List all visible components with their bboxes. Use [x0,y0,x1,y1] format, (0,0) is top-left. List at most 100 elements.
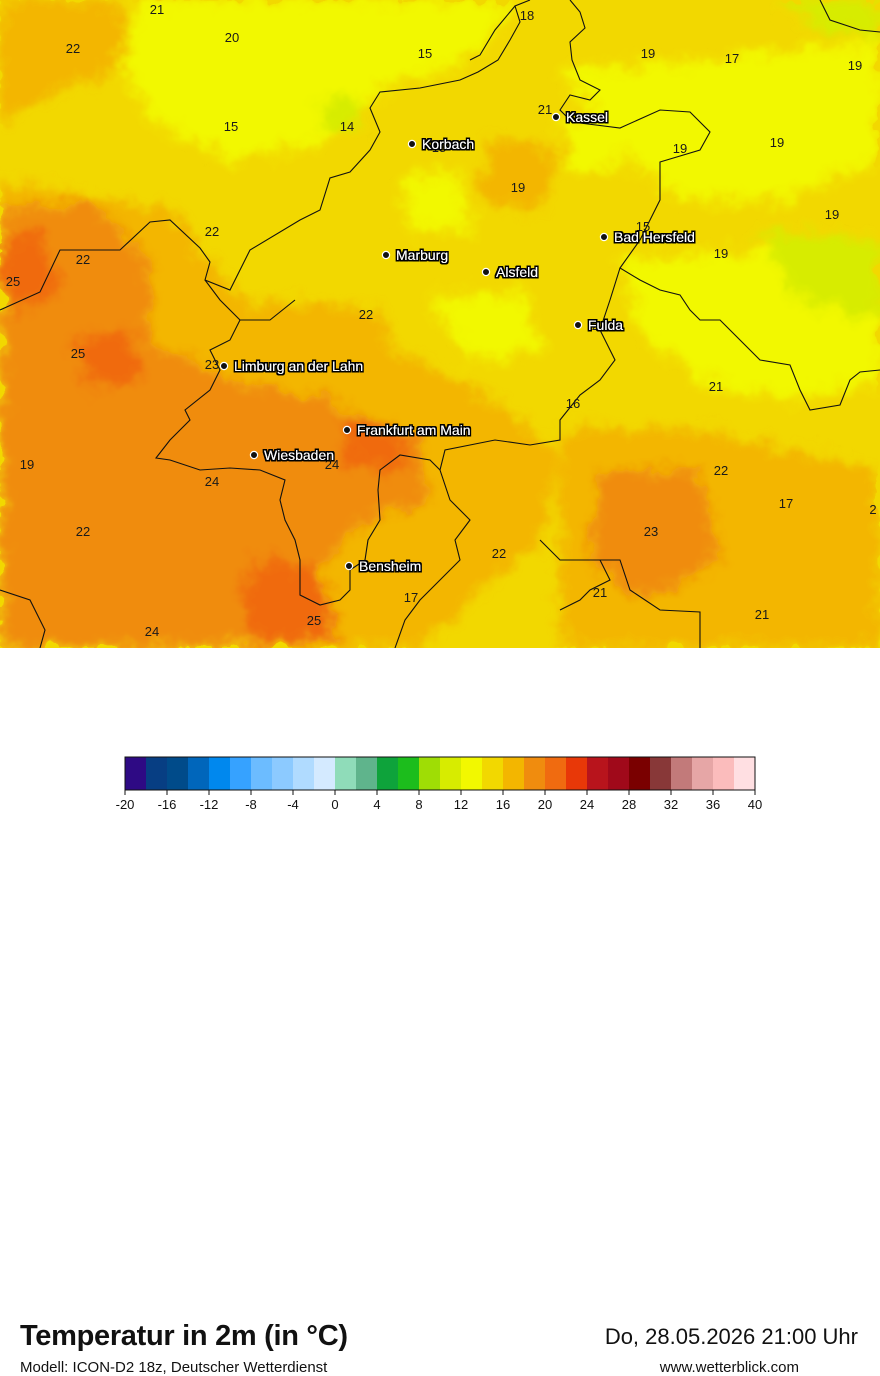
city-wiesbaden: Wiesbaden [249,447,334,463]
temperature-value-label: 24 [205,474,219,489]
city-label: Alsfeld [496,264,538,280]
legend-swatch [230,757,252,790]
legend-swatch [608,757,630,790]
temperature-value-label: 17 [779,496,793,511]
legend-swatch [524,757,546,790]
map-title: Temperatur in 2m (in °C) [20,1320,348,1352]
legend-tick-label: 8 [415,797,422,812]
legend-swatch [566,757,588,790]
city-fulda: Fulda [573,317,623,333]
legend-swatch [398,757,420,790]
city-dot-icon [249,450,259,460]
legend-swatch [272,757,294,790]
legend-swatches [124,756,756,791]
temperature-value-label: 23 [644,524,658,539]
legend-swatch [482,757,504,790]
legend-swatch [188,757,210,790]
city-label: Fulda [588,317,623,333]
temperature-value-label: 19 [770,135,784,150]
legend-frame [124,756,756,791]
legend-swatch [356,757,378,790]
legend-tick-labels: -20 -16 -12 -8 -4 0 4 8 12 16 20 24 28 32 36 40 [116,790,762,812]
legend-swatch [587,757,609,790]
legend-swatch [335,757,357,790]
temperature-value-label: 17 [725,51,739,66]
temperature-value-label: 22 [66,41,80,56]
temperature-value-label: 18 [520,8,534,23]
temperature-value-label: 15 [636,219,650,234]
website-link[interactable]: www.wetterblick.com [659,1359,799,1376]
legend-swatch [314,757,336,790]
legend-swatch [692,757,714,790]
city-frankfurt-am-main: Frankfurt am Main [342,422,471,438]
city-dot-icon [407,139,417,149]
temperature-value-label: 16 [566,396,580,411]
legend-swatch [713,757,735,790]
city-dot-icon [381,250,391,260]
city-label: Korbach [422,136,474,152]
city-limburg-an-der-lahn: Limburg an der Lahn [219,358,363,374]
legend-tick-label: 36 [706,797,720,812]
city-label: Bad Hersfeld [614,229,695,245]
temperature-value-label: 19 [511,180,525,195]
city-korbach: Korbach [407,136,474,152]
legend-swatch [629,757,651,790]
legend-swatch [650,757,672,790]
legend-tick-label: 40 [748,797,762,812]
legend-tick-label: 24 [580,797,594,812]
temperature-value-label: 19 [848,58,862,73]
city-label: Marburg [396,247,448,263]
temperature-value-label: 25 [307,613,321,628]
temperature-value-label: 15 [418,46,432,61]
temperature-value-label: 19 [673,141,687,156]
state-border-hessen [0,0,880,411]
temperature-value-label: 2 [869,502,876,517]
city-bad-hersfeld: Bad Hersfeld [599,229,695,245]
legend-swatch [167,757,189,790]
temperature-value-label: 25 [6,274,20,289]
temperature-value-label: 19 [714,246,728,261]
temperature-value-label: 23 [205,357,219,372]
city-kassel: Kassel [551,109,608,125]
temperature-value-label: 19 [20,457,34,472]
color-scale-legend: -20 -16 -12 -8 -4 0 4 8 12 16 20 24 28 32 36 40 [116,756,762,812]
legend-tick-label: -12 [200,797,219,812]
legend-tick-label: 4 [373,797,380,812]
temperature-value-label: 19 [641,46,655,61]
temperature-value-label: 22 [492,546,506,561]
temperature-map: 21 18 20 22 15 19 17 19 21 15 14 18 19 19 19 22 15 22 19 25… [0,0,880,648]
city-dot-icon [551,112,561,122]
city-dot-icon [481,267,491,277]
city-dot-icon [219,361,229,371]
city-label: Wiesbaden [264,447,334,463]
legend-swatch [125,757,147,790]
legend-tick-label: 16 [496,797,510,812]
temperature-value-label: 21 [593,585,607,600]
temperature-value-label: 22 [714,463,728,478]
city-alsfeld: Alsfeld [481,264,538,280]
temperature-value-label: 22 [76,252,90,267]
city-marburg: Marburg [381,247,448,263]
city-label: Kassel [566,109,608,125]
temperature-value-label: 21 [755,607,769,622]
temperature-value-label: 21 [538,102,552,117]
legend-swatch [293,757,315,790]
legend-swatch [146,757,168,790]
city-dot-icon [599,232,609,242]
legend-swatch [503,757,525,790]
temperature-value-label: 18 [432,140,446,155]
temperature-value-label: 14 [340,119,354,134]
temp-field-zones [0,0,880,648]
legend-tick-label: 28 [622,797,636,812]
city-bensheim: Bensheim [344,558,421,574]
temperature-value-label: 22 [359,307,373,322]
temperature-value-label: 25 [71,346,85,361]
legend-tick-label: -16 [158,797,177,812]
legend-swatch [440,757,462,790]
city-label: Frankfurt am Main [357,422,471,438]
legend-swatch [545,757,567,790]
city-markers: Kassel Korbach Bad Hersfeld Marburg Alsfeld F… [219,109,695,574]
legend-swatch [209,757,231,790]
legend-swatch [251,757,273,790]
legend-tick-label: 20 [538,797,552,812]
